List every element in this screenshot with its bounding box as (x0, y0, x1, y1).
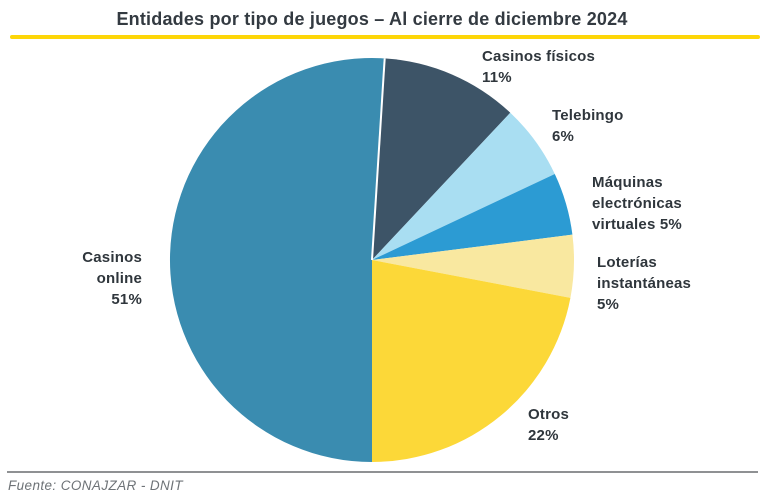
pie-slice-maquinas-electronicas-virtuales (372, 173, 573, 260)
label-telebingo: Telebingo 6% (552, 105, 624, 147)
label-line: 51% (111, 291, 142, 308)
label-line: Otros (528, 406, 570, 423)
label-line: Loterías (597, 254, 657, 271)
label-line: Telebingo (552, 107, 624, 124)
source-note: Fuente: CONAJZAR - DNIT (8, 478, 183, 493)
label-loterias-instantaneas: Loterías instantáneas 5% (597, 252, 691, 315)
label-otros: Otros 22% (528, 404, 569, 446)
pie-slice-otros (372, 260, 571, 462)
label-line: 11% (482, 69, 512, 86)
pie-slice-loterias-instantaneas (372, 234, 575, 298)
pie-slice-casinos-fisicos (372, 58, 511, 261)
label-line: 6% (552, 128, 575, 145)
footer-rule (7, 471, 758, 473)
label-line: virtuales 5% (592, 216, 682, 233)
slice-separator-line (371, 58, 386, 261)
title-accent-rule (10, 35, 760, 39)
label-line: 22% (528, 427, 559, 444)
label-maquinas-electronicas-virtuales: Máquinas electrónicas virtuales 5% (592, 172, 682, 235)
label-casinos-online: Casinos online 51% (82, 247, 142, 310)
pie-slice-casinos-online (169, 57, 385, 463)
label-line: Casinos (82, 249, 142, 266)
chart-title: Entidades por tipo de juegos – Al cierre… (116, 9, 628, 29)
label-casinos-fisicos: Casinos físicos 11% (482, 46, 595, 88)
label-line: electrónicas (592, 195, 682, 212)
label-line: Máquinas (592, 174, 663, 191)
label-line: online (96, 270, 142, 287)
label-line: Casinos físicos (482, 48, 596, 65)
pie-slice-telebingo (372, 112, 555, 260)
label-line: instantáneas (597, 275, 692, 292)
label-line: 5% (597, 296, 620, 313)
